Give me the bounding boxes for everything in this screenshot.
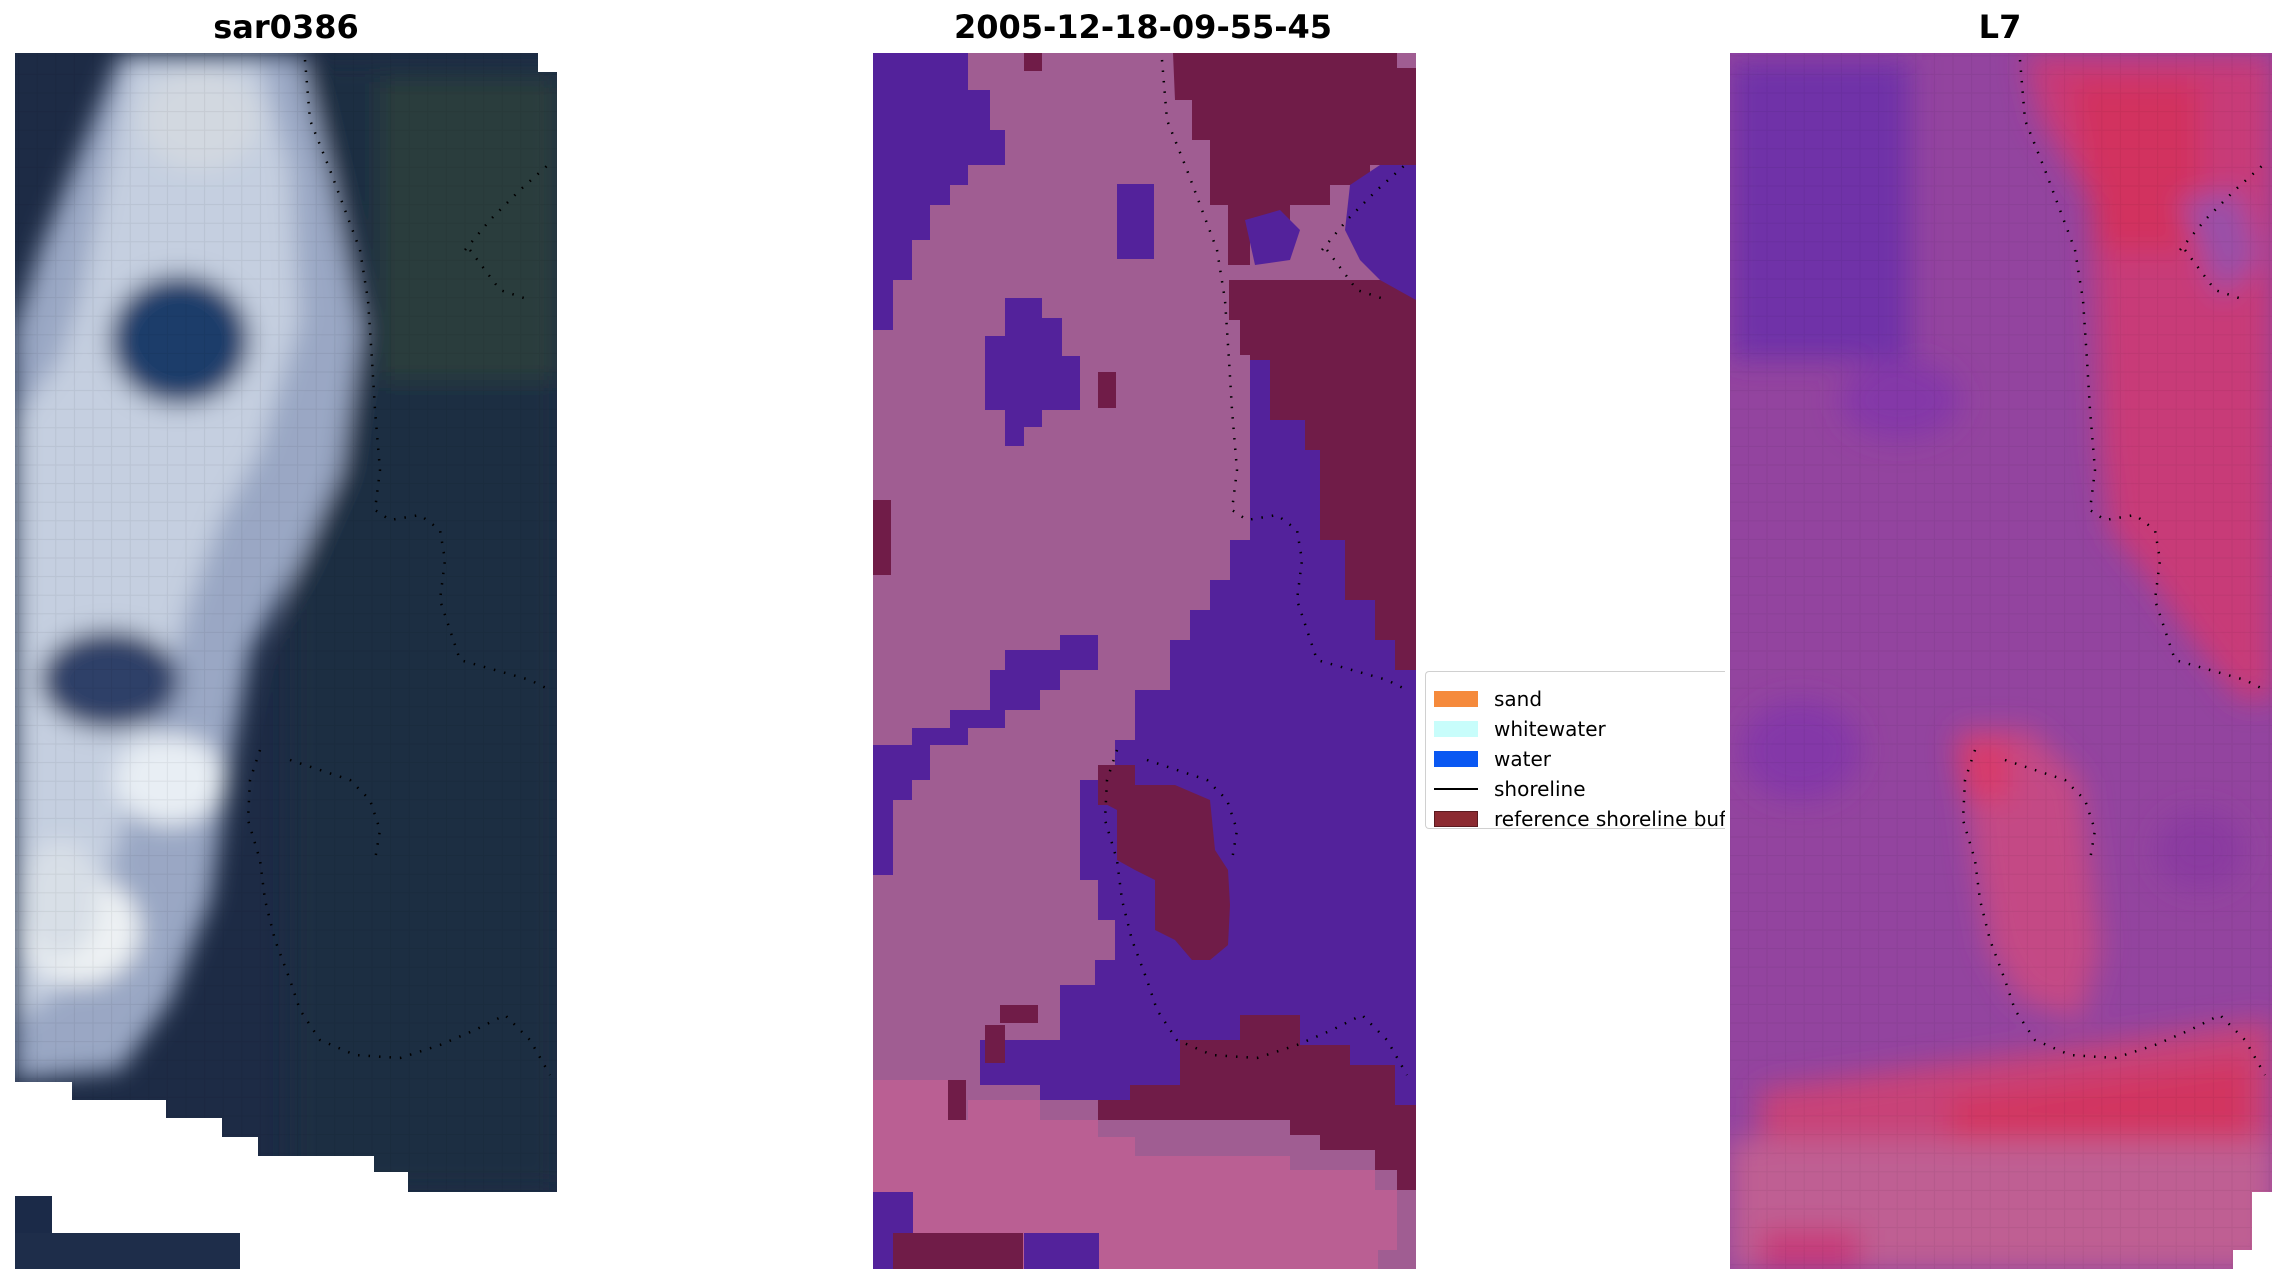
buffer-swatch-icon	[1434, 811, 1478, 827]
rgb-image	[15, 53, 557, 1192]
legend-item-sand: sand	[1434, 687, 1543, 711]
legend-label-whitewater: whitewater	[1494, 717, 1606, 741]
whitewater-swatch-icon	[1434, 721, 1478, 737]
legend-item-shoreline: shoreline	[1434, 777, 1586, 801]
title-classification: 2005-12-18-09-55-45	[953, 8, 1333, 46]
shoreline-line-icon	[1434, 788, 1478, 790]
water-swatch-icon	[1434, 751, 1478, 767]
legend-label-shoreline: shoreline	[1494, 777, 1586, 801]
legend-label-sand: sand	[1494, 687, 1543, 711]
sand-swatch-icon	[1434, 691, 1478, 707]
legend: sand whitewater water shoreline referenc…	[1425, 671, 1725, 829]
legend-label-water: water	[1494, 747, 1551, 771]
index-image	[1730, 53, 2272, 1269]
legend-item-whitewater: whitewater	[1434, 717, 1606, 741]
title-rgb-image: sar0386	[213, 8, 359, 46]
legend-item-water: water	[1434, 747, 1551, 771]
legend-item-buffer: reference shoreline buffer	[1434, 807, 1725, 829]
title-index-image: L7	[1978, 8, 2022, 46]
legend-label-buffer: reference shoreline buffer	[1494, 807, 1725, 829]
classification-map	[873, 53, 1416, 1269]
